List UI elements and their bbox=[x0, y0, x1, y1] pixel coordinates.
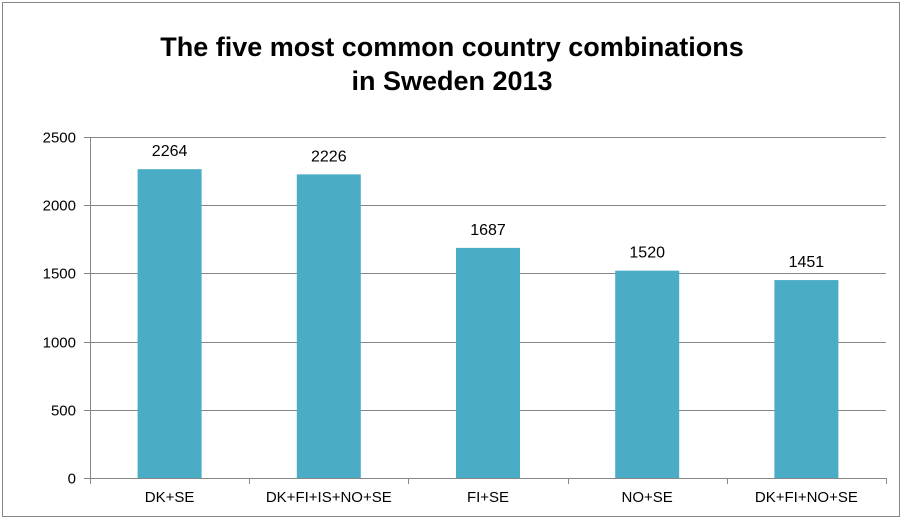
data-label: 1520 bbox=[629, 245, 665, 262]
y-tick-label: 0 bbox=[68, 471, 76, 488]
data-label: 2226 bbox=[311, 148, 347, 165]
bar bbox=[296, 174, 361, 478]
data-label: 2264 bbox=[152, 143, 188, 160]
chart-title-line-1: The five most common country combination… bbox=[160, 32, 744, 62]
bar bbox=[456, 247, 520, 478]
chart-title: The five most common country combination… bbox=[0, 30, 904, 98]
x-tick-label: DK+FI+IS+NO+SE bbox=[266, 489, 392, 506]
x-tick-label: DK+FI+NO+SE bbox=[755, 489, 858, 506]
x-axis-tick-labels: DK+SE DK+FI+IS+NO+SE FI+SE NO+SE DK+FI+NO+SE bbox=[145, 489, 858, 506]
x-tick-label: DK+SE bbox=[145, 489, 195, 506]
chart-title-line-2: in Sweden 2013 bbox=[351, 66, 553, 96]
y-tick-label: 500 bbox=[51, 403, 76, 420]
data-label: 1451 bbox=[789, 254, 825, 271]
bars bbox=[137, 169, 839, 478]
bar bbox=[137, 169, 202, 478]
y-axis-tick-labels: 0 500 1000 1500 2000 2500 bbox=[43, 130, 76, 488]
y-tick-label: 1000 bbox=[43, 335, 76, 352]
bar bbox=[774, 280, 839, 478]
y-tick-label: 2500 bbox=[43, 130, 76, 147]
y-tick-label: 1500 bbox=[43, 266, 76, 283]
bar bbox=[615, 270, 680, 478]
data-label: 1687 bbox=[470, 222, 506, 239]
data-labels: 2264 2226 1687 1520 1451 bbox=[152, 143, 824, 271]
x-tick-label: FI+SE bbox=[467, 489, 509, 506]
x-tick-label: NO+SE bbox=[622, 489, 673, 506]
y-tick-label: 2000 bbox=[43, 198, 76, 215]
